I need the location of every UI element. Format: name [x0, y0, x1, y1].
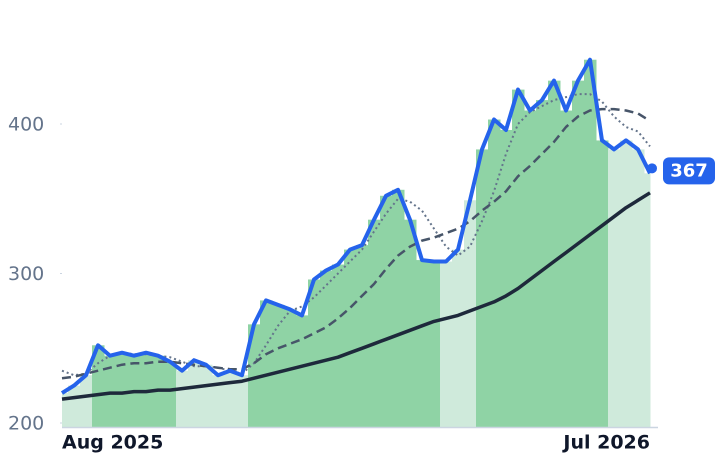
fill-band [320, 270, 333, 428]
fill-band [296, 315, 309, 428]
x-tick-label: Aug 2025 [62, 432, 163, 454]
fill-band [428, 261, 441, 428]
fill-band [464, 200, 477, 428]
fill-band [476, 149, 489, 428]
fill-band [272, 304, 285, 428]
fill-band [596, 140, 609, 428]
fill-band [644, 173, 651, 428]
fill-band [212, 375, 225, 428]
fill-band [548, 80, 561, 428]
y-tick-label: 400 [8, 114, 44, 136]
value-label-bg [663, 157, 715, 185]
fill-band [584, 59, 597, 428]
fill-band [632, 149, 645, 428]
fill-band [392, 189, 405, 428]
series-line [61, 107, 651, 380]
fill-band [176, 370, 189, 428]
fill-band [572, 80, 585, 428]
fill-band [416, 260, 429, 428]
fill-band [620, 140, 633, 428]
fill-band [356, 245, 369, 428]
value-label: 367 [670, 160, 708, 181]
fill-band [524, 110, 537, 428]
last-point [647, 163, 657, 174]
fill-band [116, 352, 129, 428]
fill-band [488, 119, 501, 428]
fill-band [440, 261, 453, 428]
fill-band [188, 360, 201, 428]
fill-band [608, 149, 621, 428]
x-tick-label: Jul 2026 [561, 432, 650, 454]
fill-band [452, 249, 465, 428]
fill-band [200, 364, 213, 428]
fill-band [332, 264, 345, 428]
fill-band [536, 100, 549, 428]
fill-band [560, 110, 573, 428]
fill-band [248, 324, 261, 428]
fill-band [260, 300, 273, 428]
fill-band [512, 89, 525, 428]
fill-band [224, 370, 237, 428]
series-line [61, 191, 651, 401]
y-tick-label: 300 [8, 263, 44, 285]
fill-band [380, 195, 393, 428]
fill-band [404, 219, 417, 428]
series-line [60, 57, 652, 395]
fill-band [80, 375, 93, 428]
fill-band [368, 219, 381, 428]
fill-band [68, 385, 81, 428]
y-tick-label: 200 [8, 413, 44, 435]
fill-band [500, 129, 513, 428]
fill-band [308, 279, 321, 428]
fill-band [344, 249, 357, 428]
fill-band [236, 375, 249, 428]
fill-band [164, 361, 177, 428]
fill-band [62, 393, 69, 428]
